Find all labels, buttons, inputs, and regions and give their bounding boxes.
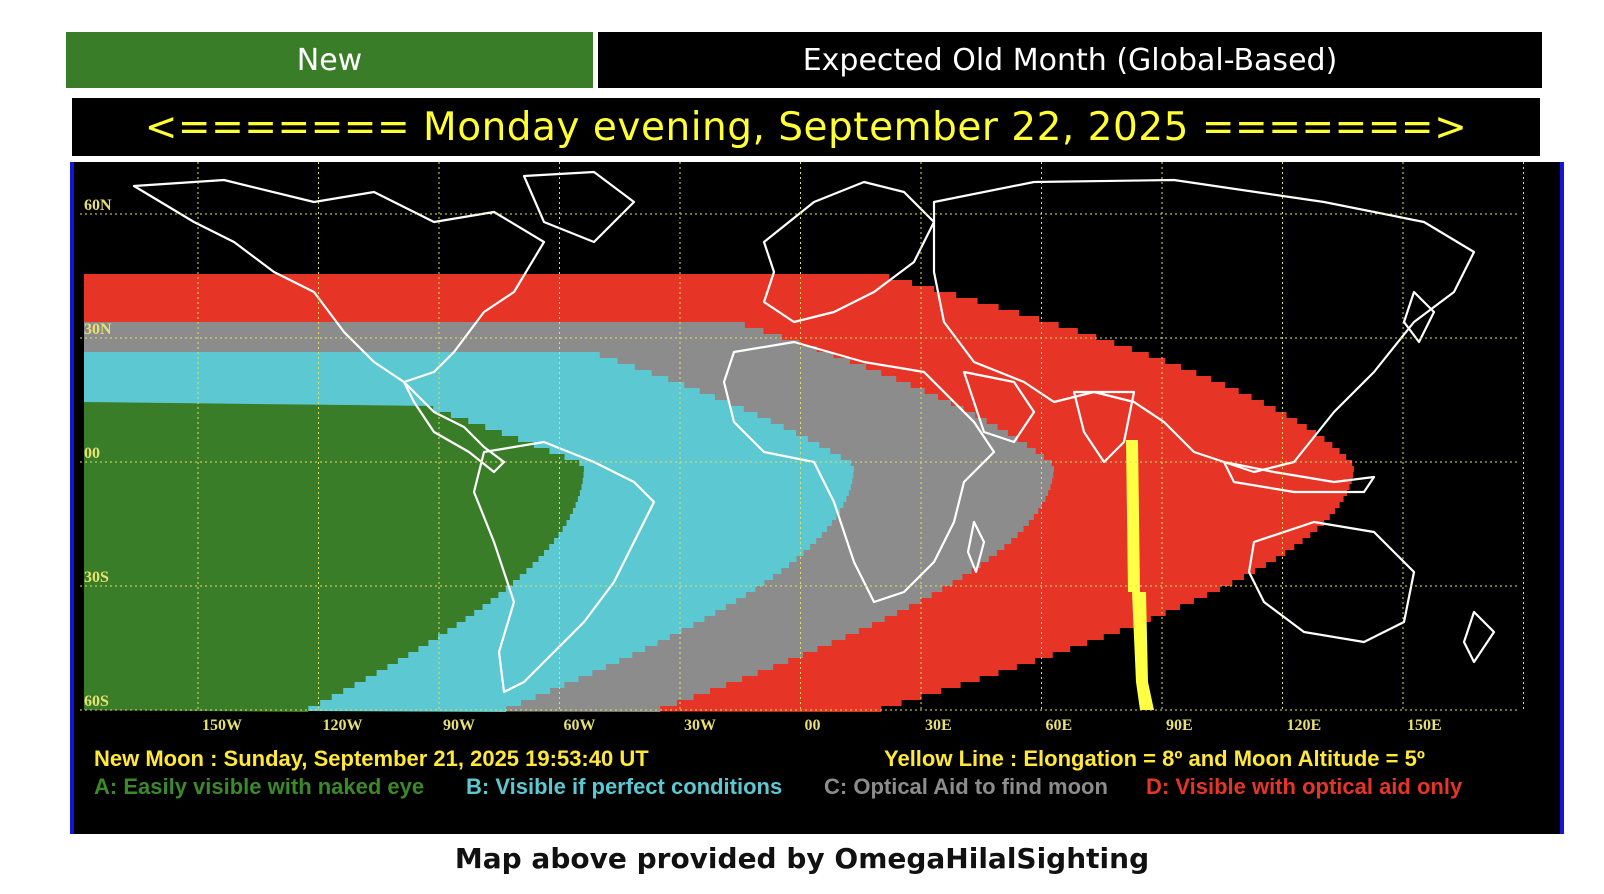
indonesia-outline (1222, 460, 1376, 494)
map-credit-caption: Map above provided by OmegaHilalSighting (454, 842, 1150, 875)
longitude-label: 150W (202, 717, 242, 734)
legend-zone-b: B: Visible if perfect conditions (466, 774, 783, 799)
latitude-label: 30N (84, 321, 112, 338)
madagascar-outline (966, 520, 986, 574)
old-month-tab[interactable]: Expected Old Month (Global-Based) (598, 32, 1542, 88)
japan-outline (1402, 290, 1436, 344)
new-zealand-outline (1462, 610, 1496, 664)
old-month-tab-label: Expected Old Month (Global-Based) (802, 42, 1338, 78)
visibility-map-svg: 60N 30N 00 30S 60S 150W 120W 90W 60W 30W 00 30E 60E… (80, 162, 1524, 734)
europe-outline (762, 180, 936, 324)
longitude-label: 120W (323, 717, 363, 734)
longitude-labels: 150W 120W 90W 60W 30W 00 30E 60E 90E 120E 150E (202, 717, 1442, 734)
india-outline (1072, 390, 1136, 464)
latitude-labels: 60N 30N 00 30S 60S (84, 197, 112, 710)
legend-zone-a: A: Easily visible with naked eye (94, 774, 425, 799)
longitude-label: 90E (1166, 717, 1193, 734)
greenland-outline (522, 170, 636, 244)
date-banner: <======= Monday evening, September 22, 2… (72, 98, 1540, 156)
yellow-elongation-line (1126, 440, 1154, 710)
new-moon-info: New Moon : Sunday, September 21, 2025 19… (94, 746, 649, 771)
map-grid (80, 162, 1524, 711)
central-america-outline (402, 380, 506, 474)
longitude-label: 30W (684, 717, 716, 734)
legend-zone-d: D: Visible with optical aid only (1146, 774, 1463, 799)
longitude-label: 00 (805, 717, 821, 734)
latitude-label: 30S (84, 569, 109, 586)
new-month-tab-label: New (296, 42, 363, 78)
longitude-label: 60E (1046, 717, 1073, 734)
asia-outline (932, 178, 1476, 474)
zone-a-band (84, 402, 584, 712)
arabia-outline (962, 370, 1036, 444)
continent-outlines (132, 170, 1496, 694)
latitude-label: 00 (84, 445, 100, 462)
visibility-zones (84, 274, 1354, 712)
date-banner-text: <======= Monday evening, September 22, 2… (144, 104, 1468, 150)
yellow-line-info: Yellow Line : Elongation = 8º and Moon A… (884, 746, 1425, 771)
crescent-visibility-map: 60N 30N 00 30S 60S 150W 120W 90W 60W 30W 00 30E 60E… (70, 162, 1564, 834)
longitude-label: 90W (443, 717, 475, 734)
latitude-label: 60N (84, 197, 112, 214)
australia-outline (1247, 520, 1416, 644)
legend-zone-c: C: Optical Aid to find moon (824, 774, 1108, 799)
longitude-label: 150E (1407, 717, 1442, 734)
north-america-outline (132, 178, 546, 384)
new-month-tab[interactable]: New (66, 32, 593, 88)
africa-outline (722, 340, 996, 604)
longitude-label: 120E (1287, 717, 1322, 734)
latitude-label: 60S (84, 693, 109, 710)
longitude-label: 30E (925, 717, 952, 734)
longitude-label: 60W (564, 717, 596, 734)
south-america-outline (472, 440, 656, 694)
